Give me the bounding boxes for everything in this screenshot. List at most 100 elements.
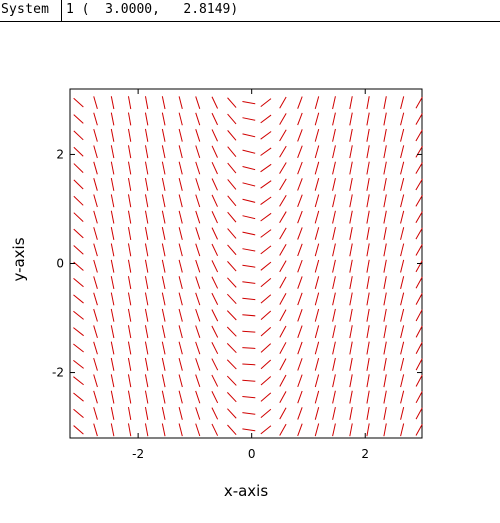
slope-segment <box>349 128 353 142</box>
slope-segment <box>297 292 303 306</box>
slope-segment <box>195 259 201 273</box>
slope-segment <box>127 128 132 142</box>
slope-segment <box>260 425 272 435</box>
slope-segment <box>279 342 287 354</box>
slope-segment <box>161 390 166 404</box>
slope-segment <box>161 341 166 355</box>
slope-segment <box>195 227 201 240</box>
slope-segment <box>297 423 303 437</box>
slope-segment <box>314 374 320 388</box>
slope-segment <box>383 308 387 322</box>
slope-segment <box>110 96 115 110</box>
slope-segment <box>211 358 219 371</box>
x-tick-label: 2 <box>361 447 369 461</box>
slope-segment <box>366 374 370 388</box>
slope-segment <box>400 423 405 437</box>
slope-segment <box>314 292 320 306</box>
slope-segment <box>400 145 405 159</box>
slope-segment <box>161 112 166 126</box>
slope-segment <box>144 128 149 142</box>
slope-segment <box>260 147 272 156</box>
slope-segment <box>400 390 405 404</box>
slope-segment <box>260 114 272 124</box>
slope-segment <box>415 194 423 207</box>
slope-segment <box>93 161 98 175</box>
slope-segment <box>332 390 336 404</box>
slope-segment <box>178 145 183 159</box>
slope-segment <box>349 292 353 306</box>
slope-segment <box>400 292 405 306</box>
slope-segment <box>383 357 387 371</box>
slope-segment <box>279 227 287 240</box>
slope-segment <box>127 406 132 420</box>
slope-segment <box>415 145 423 158</box>
slope-segment <box>127 96 132 110</box>
slope-segment <box>260 163 272 173</box>
slope-segment <box>93 423 98 437</box>
slope-segment <box>211 194 218 207</box>
slope-segment <box>110 227 115 240</box>
slope-segment <box>127 194 132 208</box>
slope-segment <box>110 308 115 322</box>
slope-segment <box>279 325 287 338</box>
slope-segment <box>332 325 336 339</box>
slope-segment <box>366 357 370 371</box>
slope-segment <box>260 359 272 370</box>
slope-segment <box>279 194 287 207</box>
slope-segment <box>415 423 423 436</box>
slope-segment <box>144 96 149 110</box>
slope-segment <box>366 423 370 437</box>
slope-segment <box>400 325 405 339</box>
slope-segment <box>178 357 183 371</box>
slope-segment <box>415 309 423 322</box>
slope-segment <box>400 259 405 273</box>
slope-segment <box>383 210 387 224</box>
slope-segment <box>260 278 272 288</box>
slope-segment <box>93 227 98 240</box>
slope-segment <box>279 145 287 158</box>
slope-segment <box>144 112 149 126</box>
slope-segment <box>332 276 336 290</box>
slope-segment <box>383 292 387 306</box>
slope-segment <box>211 145 218 158</box>
slope-segment <box>349 194 353 208</box>
slope-segment <box>93 292 98 306</box>
slope-segment <box>297 358 303 371</box>
slope-segment <box>178 96 183 110</box>
slope-segment <box>110 357 115 371</box>
slope-segment <box>314 161 320 175</box>
slope-segment <box>93 341 98 355</box>
slope-segment <box>178 407 183 420</box>
slope-segment <box>226 310 237 321</box>
slope-segment <box>195 325 201 338</box>
slope-segment <box>279 211 287 223</box>
slope-segment <box>297 145 303 158</box>
slope-segment <box>178 210 183 224</box>
slope-segment <box>226 359 237 370</box>
slope-segment <box>366 390 370 404</box>
slope-segment <box>73 408 84 419</box>
system-menu-label[interactable]: System <box>1 2 50 17</box>
slope-segment <box>332 194 336 208</box>
slope-segment <box>332 177 336 191</box>
slope-segment <box>349 374 353 388</box>
slope-segment <box>383 325 387 339</box>
y-tick-label: 0 <box>56 257 64 271</box>
slope-segment <box>349 276 353 290</box>
slope-segment <box>227 244 237 256</box>
slope-segment <box>211 309 219 322</box>
slope-segment <box>383 374 387 388</box>
slope-segment <box>195 341 201 355</box>
slope-segment <box>227 228 237 239</box>
slope-segment <box>161 292 166 306</box>
slope-segment <box>332 292 336 306</box>
direction-field-plot[interactable]: -2 0 2 2 0 -2 x-axis y-axis <box>0 22 500 523</box>
slope-segment <box>415 342 423 355</box>
slope-segment <box>349 259 353 273</box>
slope-segment <box>110 406 115 420</box>
slope-segment <box>211 423 219 436</box>
slope-segment <box>279 129 287 142</box>
slope-segment <box>242 330 256 333</box>
slope-segment <box>260 229 272 238</box>
slope-segment <box>366 308 370 322</box>
